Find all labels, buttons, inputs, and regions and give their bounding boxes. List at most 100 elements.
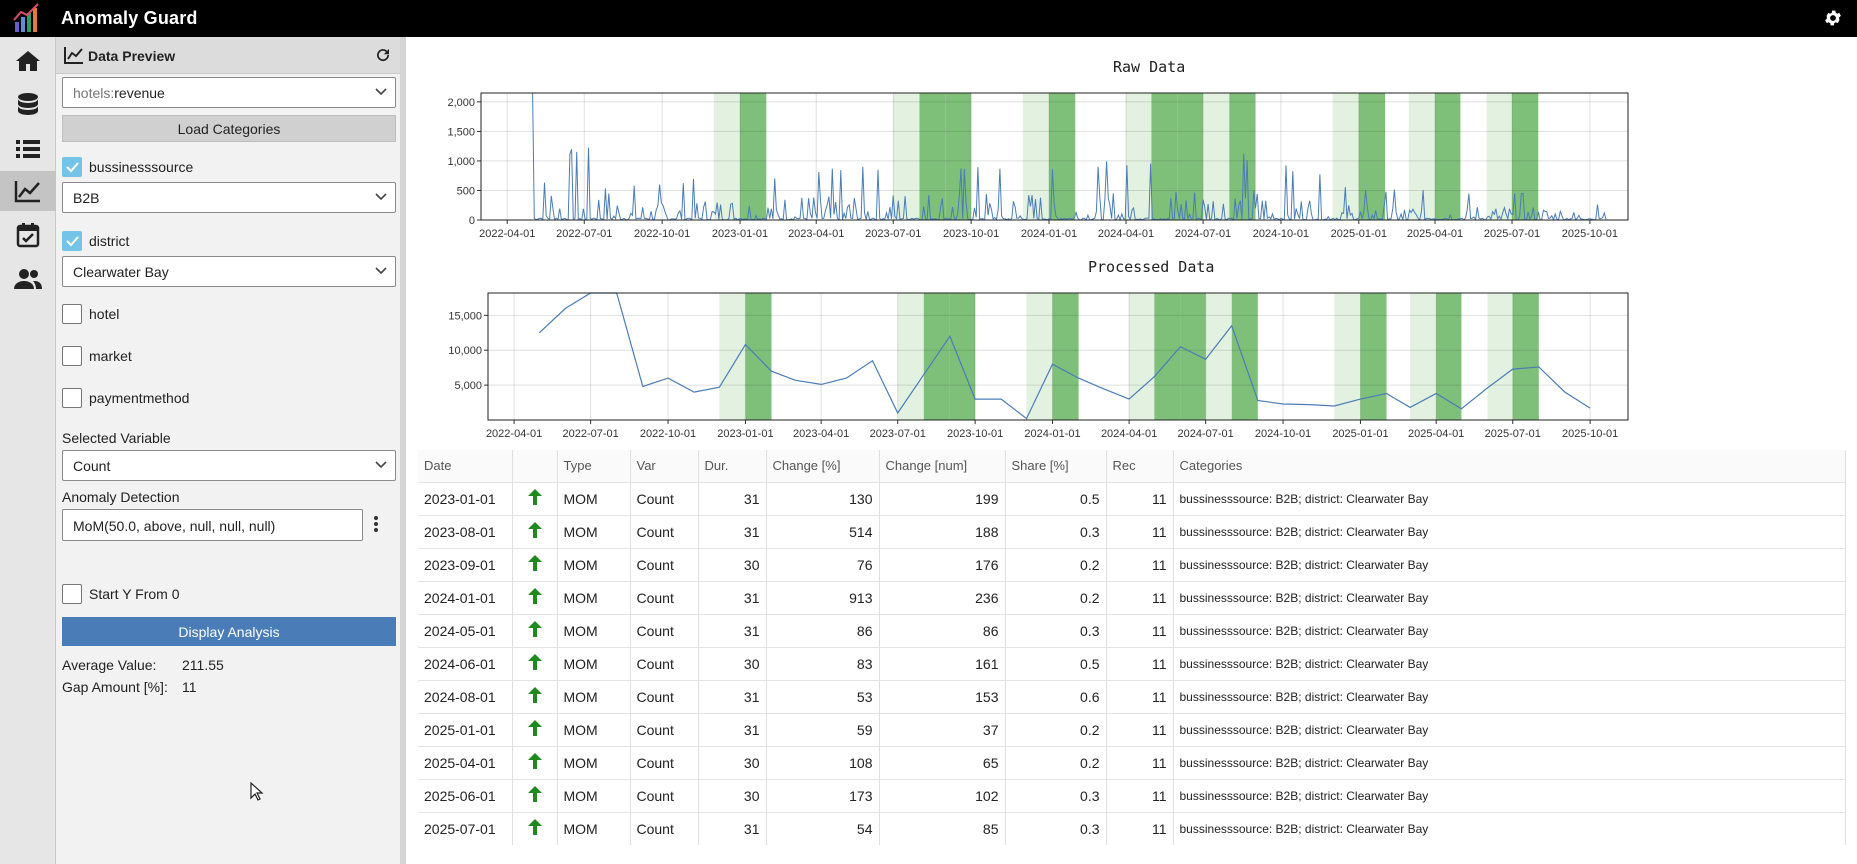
nav-home[interactable] bbox=[0, 41, 56, 81]
district-select[interactable]: Clearwater Bay bbox=[62, 256, 396, 287]
bussinesssource-checkbox[interactable] bbox=[62, 157, 82, 177]
top-bar: Anomaly Guard bbox=[0, 0, 1857, 37]
col-date[interactable]: Date bbox=[418, 450, 513, 482]
load-categories-button[interactable]: Load Categories bbox=[62, 115, 396, 142]
table-row[interactable]: 2023-08-01 MOM Count 31 514 188 0.3 11 bussiness… bbox=[418, 514, 1846, 548]
check-icon bbox=[66, 236, 79, 247]
refresh-icon[interactable] bbox=[374, 46, 392, 64]
hotel-checkbox[interactable] bbox=[62, 304, 82, 324]
cell-rec: 11 bbox=[1106, 481, 1174, 515]
col-change-pct[interactable]: Change [%] bbox=[766, 450, 880, 482]
up-arrow-icon bbox=[512, 646, 558, 680]
table-header-row: Date Type Var Dur. Change [%] Change [nu… bbox=[418, 450, 1846, 482]
cell-change-pct: 76 bbox=[766, 547, 880, 581]
up-arrow-icon bbox=[512, 547, 558, 581]
x-tick-label: 2025-07-01 bbox=[1484, 228, 1540, 240]
selected-variable-value: Count bbox=[73, 458, 111, 474]
cell-rec: 11 bbox=[1106, 778, 1174, 812]
check-icon bbox=[66, 162, 79, 173]
cell-share: 0.2 bbox=[1005, 547, 1107, 581]
bussinesssource-label: bussinesssource bbox=[89, 159, 194, 175]
table-row[interactable]: 2025-06-01 MOM Count 30 173 102 0.3 11 bussiness… bbox=[418, 778, 1846, 812]
y-tick-label: 5,000 bbox=[454, 380, 482, 392]
table-row[interactable]: 2025-04-01 MOM Count 30 108 65 0.2 11 bussinesss… bbox=[418, 745, 1846, 779]
x-tick-label: 2025-01-01 bbox=[1331, 228, 1387, 240]
district-label: district bbox=[89, 233, 130, 249]
cell-rec: 11 bbox=[1106, 613, 1174, 647]
display-analysis-button[interactable]: Display Analysis bbox=[62, 617, 396, 646]
cell-categories: bussinesssource: B2B; district: Clearwat… bbox=[1173, 811, 1846, 845]
district-checkbox[interactable] bbox=[62, 231, 82, 251]
start-y-checkbox[interactable] bbox=[62, 584, 82, 604]
cell-date: 2023-08-01 bbox=[418, 514, 513, 548]
nav-calendar[interactable] bbox=[0, 215, 56, 255]
cell-change-pct: 59 bbox=[766, 712, 880, 746]
col-var[interactable]: Var bbox=[630, 450, 699, 482]
cell-type: MOM bbox=[557, 646, 631, 680]
nav-users[interactable] bbox=[0, 259, 56, 299]
cell-var: Count bbox=[630, 646, 699, 680]
highlight-band-dark bbox=[1231, 293, 1258, 420]
paymentmethod-checkbox[interactable] bbox=[62, 388, 82, 408]
x-tick-label: 2025-07-01 bbox=[1485, 428, 1541, 440]
col-duration[interactable]: Dur. bbox=[698, 450, 767, 482]
panel-title: Data Preview bbox=[88, 48, 176, 64]
table-row[interactable]: 2024-01-01 MOM Count 31 913 236 0.2 11 bussiness… bbox=[418, 580, 1846, 614]
plot-frame bbox=[480, 92, 1629, 221]
table-row[interactable]: 2025-07-01 MOM Count 31 54 85 0.3 11 bussinessso… bbox=[418, 811, 1846, 845]
col-rec[interactable]: Rec bbox=[1106, 450, 1174, 482]
highlight-band-light bbox=[1408, 93, 1435, 220]
nav-chart[interactable] bbox=[0, 171, 56, 211]
cell-change-pct: 53 bbox=[766, 679, 880, 713]
nav-list[interactable] bbox=[0, 129, 56, 169]
anomaly-detection-label: Anomaly Detection bbox=[62, 489, 180, 505]
cell-date: 2025-04-01 bbox=[418, 745, 513, 779]
col-change-num[interactable]: Change [num] bbox=[879, 450, 1006, 482]
col-categories[interactable]: Categories bbox=[1173, 450, 1846, 482]
up-arrow-icon bbox=[512, 712, 558, 746]
table-row[interactable]: 2023-09-01 MOM Count 30 76 176 0.2 11 bussinesss… bbox=[418, 547, 1846, 581]
market-checkbox[interactable] bbox=[62, 346, 82, 366]
up-arrow-icon bbox=[512, 481, 558, 515]
col-direction[interactable] bbox=[512, 450, 558, 482]
average-value: 211.55 bbox=[182, 657, 224, 673]
table-row[interactable]: 2024-08-01 MOM Count 31 53 153 0.6 11 bussinesss… bbox=[418, 679, 1846, 713]
x-tick-label: 2023-10-01 bbox=[943, 228, 999, 240]
highlight-band-light bbox=[1486, 93, 1513, 220]
y-tick-label: 0 bbox=[469, 215, 475, 227]
table-row[interactable]: 2025-01-01 MOM Count 31 59 37 0.2 11 bussinessso… bbox=[418, 712, 1846, 746]
cell-var: Count bbox=[630, 580, 699, 614]
bussinesssource-select[interactable]: B2B bbox=[62, 182, 396, 213]
chevron-down-icon bbox=[375, 461, 387, 469]
cell-categories: bussinesssource: B2B; district: Clearwat… bbox=[1173, 778, 1846, 812]
cell-date: 2025-06-01 bbox=[418, 778, 513, 812]
anomaly-detection-input[interactable]: MoM(50.0, above, null, null, null) bbox=[62, 509, 363, 541]
highlight-band-dark bbox=[949, 293, 976, 420]
col-type[interactable]: Type bbox=[557, 450, 631, 482]
panel-splitter[interactable] bbox=[400, 37, 406, 864]
more-options-icon[interactable] bbox=[372, 515, 380, 533]
series-line bbox=[532, 92, 1607, 222]
district-value: Clearwater Bay bbox=[73, 264, 169, 280]
x-tick-label: 2024-04-01 bbox=[1098, 228, 1154, 240]
gap-amount-label: Gap Amount [%]: bbox=[62, 679, 168, 695]
gear-icon[interactable] bbox=[1823, 8, 1843, 28]
table-row[interactable]: 2023-01-01 MOM Count 31 130 199 0.5 11 bussiness… bbox=[418, 481, 1846, 515]
cell-rec: 11 bbox=[1106, 679, 1174, 713]
cell-categories: bussinesssource: B2B; district: Clearwat… bbox=[1173, 580, 1846, 614]
bussinesssource-value: B2B bbox=[73, 190, 100, 206]
col-share[interactable]: Share [%] bbox=[1005, 450, 1107, 482]
up-arrow-icon bbox=[512, 811, 558, 845]
cell-change-pct: 514 bbox=[766, 514, 880, 548]
x-tick-label: 2023-01-01 bbox=[712, 228, 768, 240]
highlight-band-light bbox=[1410, 293, 1437, 420]
nav-database[interactable] bbox=[0, 85, 56, 125]
cell-duration: 31 bbox=[698, 481, 767, 515]
selected-variable-select[interactable]: Count bbox=[62, 450, 396, 481]
table-row[interactable]: 2024-06-01 MOM Count 30 83 161 0.5 11 bussinesss… bbox=[418, 646, 1846, 680]
source-select[interactable]: hotels:revenue bbox=[62, 77, 396, 108]
highlight-band-light bbox=[1334, 293, 1361, 420]
raw-chart-title: Raw Data bbox=[1113, 58, 1186, 76]
cell-change-num: 102 bbox=[879, 778, 1006, 812]
table-row[interactable]: 2024-05-01 MOM Count 31 86 86 0.3 11 bussinessso… bbox=[418, 613, 1846, 647]
